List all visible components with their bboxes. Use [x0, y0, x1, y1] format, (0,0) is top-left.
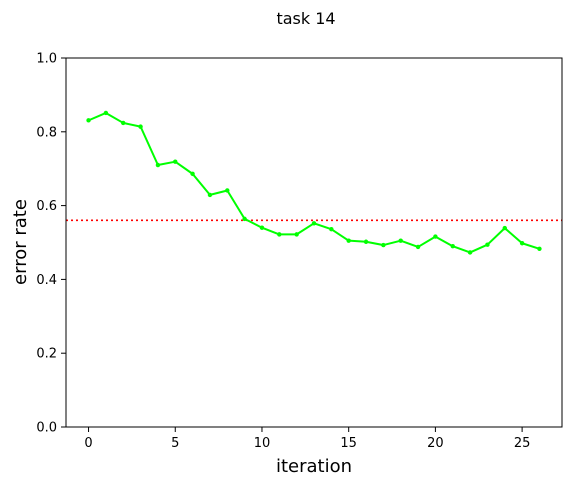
series-line-0 [88, 111, 540, 254]
y-tick-label: 0.2 [36, 347, 57, 362]
y-tick-label: 0.4 [36, 273, 57, 288]
y-tick-label: 1.0 [36, 52, 57, 67]
data-point [173, 159, 178, 164]
y-axis-label: error rate [10, 199, 31, 285]
data-point [537, 246, 542, 251]
y-tick-label: 0.8 [36, 125, 57, 140]
plot-area [66, 110, 562, 255]
y-tick-label: 0.0 [36, 421, 57, 436]
x-axis: 0 5 10 15 20 25 [84, 427, 530, 451]
x-tick-label: 20 [427, 436, 444, 451]
data-point [155, 162, 161, 168]
x-tick-label: 5 [171, 436, 179, 451]
x-tick-label: 0 [84, 436, 92, 451]
data-point [433, 234, 438, 239]
x-tick-label: 10 [254, 436, 271, 451]
data-point [103, 110, 109, 116]
data-point [329, 227, 334, 232]
data-point [415, 244, 421, 250]
data-point [259, 225, 265, 230]
data-point [519, 241, 525, 246]
data-point [346, 238, 351, 243]
data-point [207, 192, 213, 198]
data-point [398, 238, 403, 243]
data-point [138, 124, 143, 129]
data-point [381, 242, 386, 248]
axes-frame [65, 57, 563, 428]
y-axis: 0.0 0.2 0.4 0.6 0.8 1.0 [36, 52, 66, 436]
data-point [467, 250, 473, 255]
data-point [277, 232, 282, 237]
data-point [190, 171, 195, 177]
x-axis-label: iteration [276, 456, 352, 477]
y-tick-label: 0.6 [36, 199, 57, 214]
chart-title: task 14 [276, 9, 335, 28]
data-point [485, 242, 490, 247]
data-point [225, 188, 230, 193]
data-point [450, 243, 455, 249]
data-point [86, 118, 91, 123]
data-point [363, 239, 369, 244]
x-tick-label: 15 [340, 436, 357, 451]
data-point [502, 225, 507, 231]
x-tick-label: 25 [514, 436, 531, 451]
data-point [294, 232, 299, 237]
data-point [242, 216, 247, 222]
data-point [121, 120, 126, 126]
data-point [311, 221, 317, 226]
